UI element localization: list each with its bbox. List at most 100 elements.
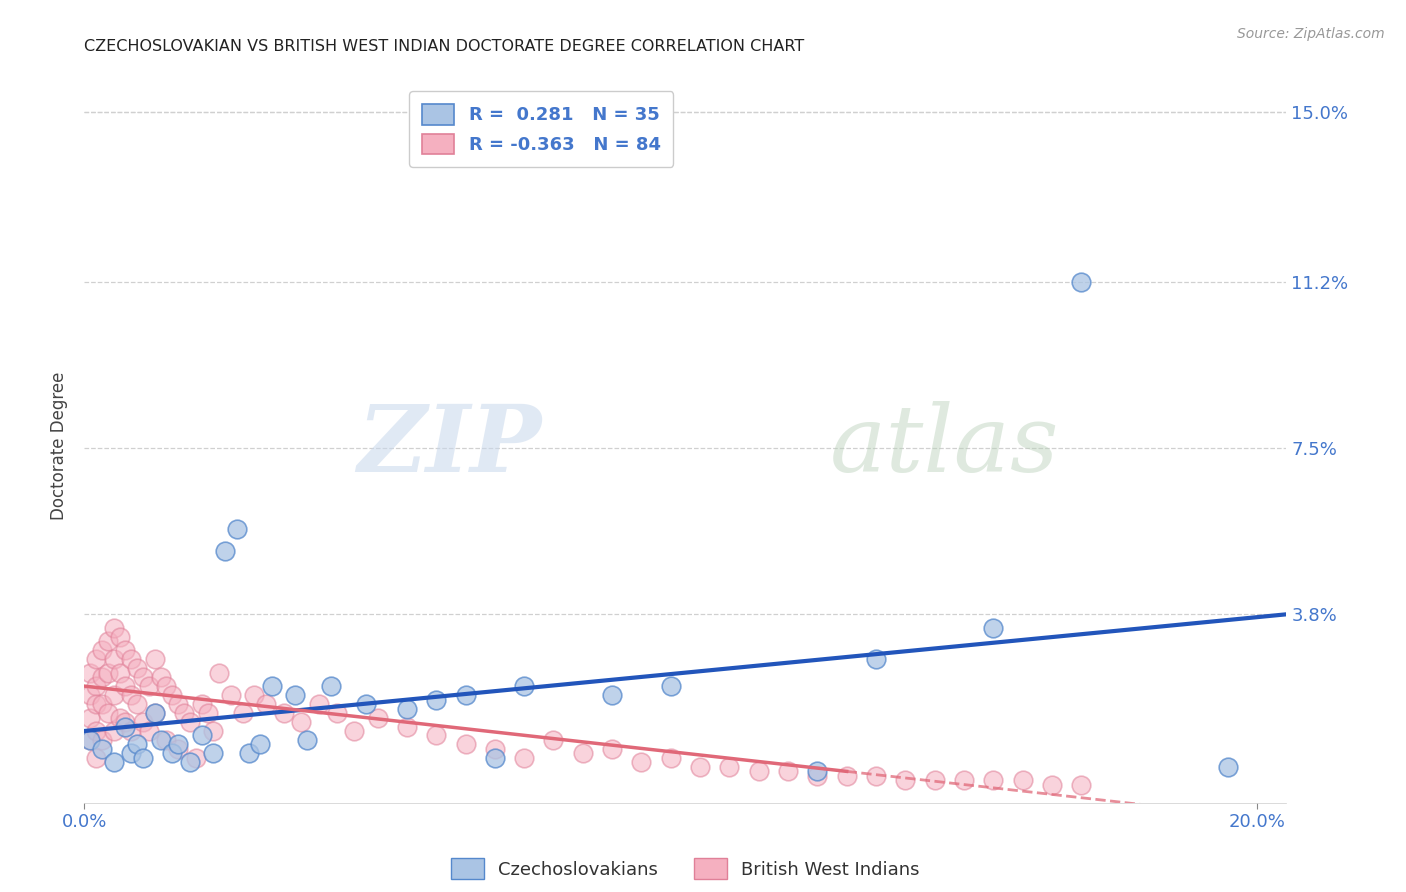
Point	[484, 751, 506, 765]
Point	[689, 760, 711, 774]
Point	[513, 679, 536, 693]
Point	[395, 701, 418, 715]
Point	[425, 729, 447, 743]
Point	[208, 665, 231, 680]
Point	[202, 723, 225, 738]
Point	[1011, 773, 1033, 788]
Point	[114, 643, 136, 657]
Point	[659, 751, 682, 765]
Point	[953, 773, 976, 788]
Point	[97, 634, 120, 648]
Text: Source: ZipAtlas.com: Source: ZipAtlas.com	[1237, 27, 1385, 41]
Point	[103, 652, 125, 666]
Point	[120, 688, 142, 702]
Point	[84, 652, 107, 666]
Text: atlas: atlas	[830, 401, 1059, 491]
Point	[167, 738, 190, 752]
Point	[295, 733, 318, 747]
Point	[132, 751, 155, 765]
Point	[120, 747, 142, 761]
Point	[143, 652, 166, 666]
Point	[308, 697, 330, 711]
Point	[91, 742, 114, 756]
Point	[127, 697, 149, 711]
Point	[149, 670, 172, 684]
Point	[806, 769, 828, 783]
Point	[600, 688, 623, 702]
Point	[149, 733, 172, 747]
Point	[155, 679, 177, 693]
Point	[484, 742, 506, 756]
Point	[143, 706, 166, 720]
Point	[114, 719, 136, 733]
Point	[91, 697, 114, 711]
Point	[97, 665, 120, 680]
Point	[162, 747, 184, 761]
Point	[284, 688, 307, 702]
Point	[254, 697, 277, 711]
Point	[114, 679, 136, 693]
Point	[179, 714, 201, 729]
Point	[91, 670, 114, 684]
Point	[162, 688, 184, 702]
Point	[167, 742, 190, 756]
Point	[290, 714, 312, 729]
Point	[190, 697, 212, 711]
Point	[219, 688, 242, 702]
Point	[103, 756, 125, 770]
Point	[143, 706, 166, 720]
Point	[894, 773, 917, 788]
Point	[84, 751, 107, 765]
Point	[249, 738, 271, 752]
Point	[600, 742, 623, 756]
Point	[214, 544, 236, 558]
Point	[108, 665, 131, 680]
Point	[748, 764, 770, 779]
Point	[1070, 275, 1092, 289]
Point	[127, 738, 149, 752]
Point	[79, 733, 101, 747]
Point	[776, 764, 799, 779]
Point	[138, 723, 160, 738]
Y-axis label: Doctorate Degree: Doctorate Degree	[51, 372, 69, 520]
Point	[981, 621, 1004, 635]
Legend: Czechoslovakians, British West Indians: Czechoslovakians, British West Indians	[444, 851, 927, 887]
Point	[127, 661, 149, 675]
Point	[238, 747, 260, 761]
Point	[1040, 778, 1063, 792]
Point	[108, 630, 131, 644]
Point	[197, 706, 219, 720]
Point	[108, 710, 131, 724]
Point	[84, 679, 107, 693]
Point	[132, 714, 155, 729]
Point	[120, 723, 142, 738]
Point	[190, 729, 212, 743]
Point	[865, 652, 887, 666]
Point	[454, 688, 477, 702]
Point	[97, 706, 120, 720]
Point	[173, 706, 195, 720]
Point	[835, 769, 858, 783]
Point	[454, 738, 477, 752]
Point	[91, 733, 114, 747]
Point	[1070, 778, 1092, 792]
Point	[103, 723, 125, 738]
Point	[202, 747, 225, 761]
Point	[343, 723, 366, 738]
Point	[260, 679, 283, 693]
Point	[981, 773, 1004, 788]
Point	[425, 692, 447, 706]
Point	[91, 643, 114, 657]
Point	[243, 688, 266, 702]
Point	[232, 706, 254, 720]
Point	[103, 621, 125, 635]
Point	[1216, 760, 1239, 774]
Point	[120, 652, 142, 666]
Point	[79, 665, 101, 680]
Point	[630, 756, 652, 770]
Point	[354, 697, 377, 711]
Point	[543, 733, 565, 747]
Point	[659, 679, 682, 693]
Point	[167, 697, 190, 711]
Point	[114, 714, 136, 729]
